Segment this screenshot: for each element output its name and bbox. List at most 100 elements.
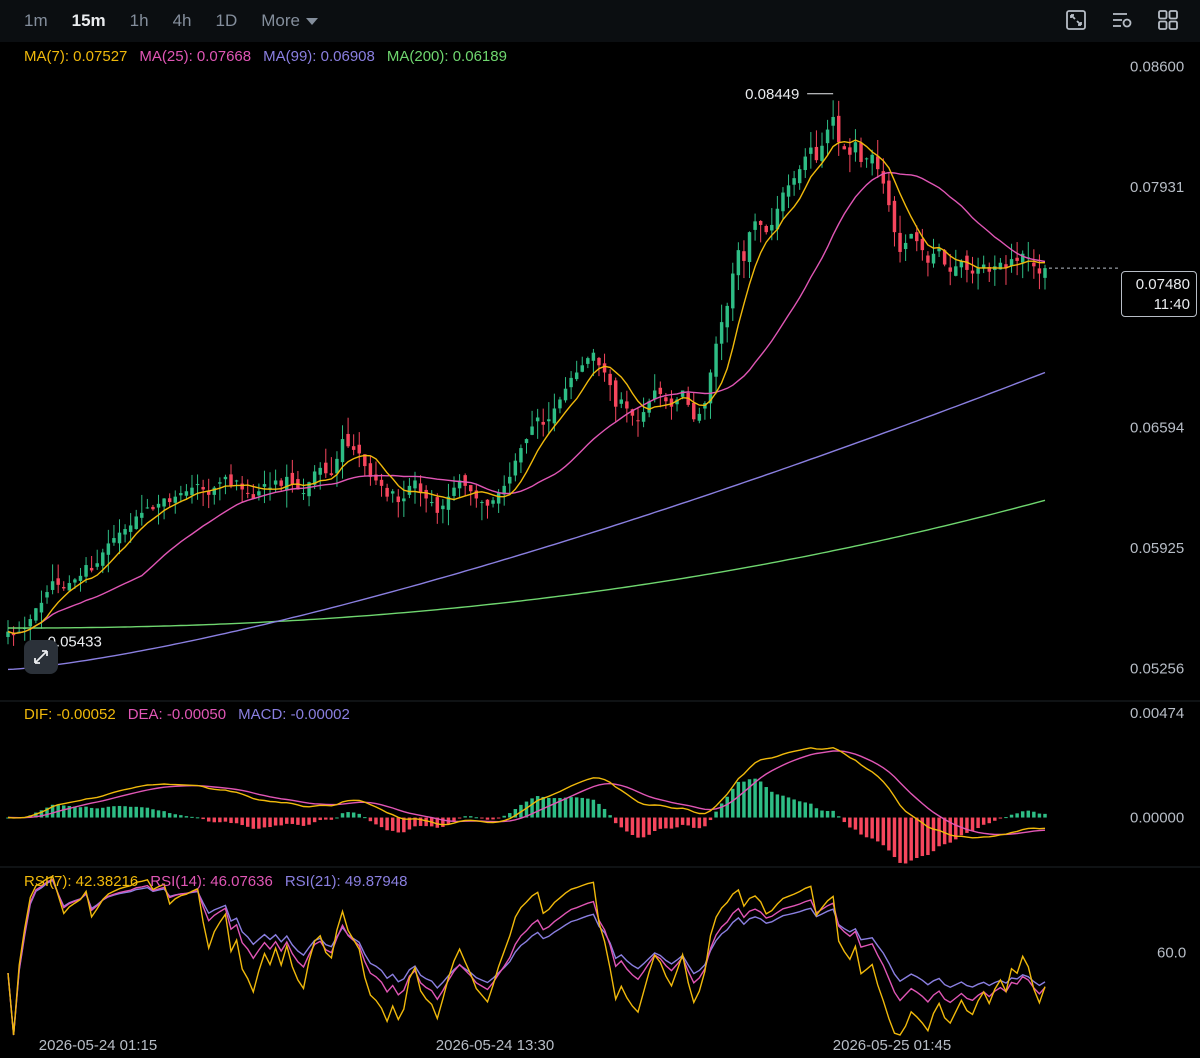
macd-histogram-bar bbox=[602, 808, 607, 818]
macd-histogram-bar bbox=[731, 788, 735, 818]
expand-chart-button[interactable] bbox=[24, 640, 58, 674]
candle-body bbox=[190, 487, 194, 496]
candle-body bbox=[396, 496, 400, 503]
macd-histogram-bar bbox=[290, 817, 295, 824]
candle-body bbox=[524, 439, 529, 444]
candle-body bbox=[552, 408, 557, 424]
candle-body bbox=[920, 238, 925, 251]
candle-body bbox=[719, 322, 724, 344]
candle-body bbox=[407, 485, 412, 495]
candle-body bbox=[56, 578, 60, 585]
candle-body bbox=[307, 482, 311, 497]
candle-body bbox=[229, 474, 233, 486]
candle-body bbox=[95, 563, 99, 567]
macd-histogram-bar bbox=[569, 797, 573, 818]
macd-histogram-bar bbox=[78, 807, 83, 818]
macd-histogram-bar bbox=[273, 817, 278, 826]
macd-histogram-bar bbox=[257, 817, 261, 829]
macd-histogram-bar bbox=[123, 806, 127, 818]
macd-histogram-bar bbox=[987, 817, 991, 824]
candle-body bbox=[836, 115, 841, 143]
candle-body bbox=[140, 512, 144, 518]
candle-body bbox=[597, 357, 601, 366]
timeframe-1h[interactable]: 1h bbox=[129, 11, 149, 30]
macd-histogram-bar bbox=[898, 817, 902, 863]
macd-histogram-bar bbox=[770, 791, 774, 818]
candle-body bbox=[608, 373, 612, 386]
macd-histogram-bar bbox=[329, 817, 334, 820]
candle-body bbox=[558, 399, 562, 409]
timeframe-1m[interactable]: 1m bbox=[24, 11, 48, 30]
candle-body bbox=[502, 485, 506, 495]
candle-body bbox=[469, 485, 473, 492]
macd-histogram-bar bbox=[764, 787, 768, 818]
candle-body bbox=[625, 401, 629, 409]
candle-body bbox=[418, 483, 423, 494]
candle-body bbox=[167, 498, 172, 503]
macd-histogram-bar bbox=[212, 817, 217, 823]
candle-body bbox=[909, 233, 913, 239]
macd-histogram-bar bbox=[363, 817, 367, 819]
macd-histogram-bar bbox=[184, 816, 189, 818]
candle-body bbox=[864, 158, 869, 160]
macd-histogram-bar bbox=[441, 817, 445, 827]
macd-histogram-bar bbox=[1032, 811, 1036, 818]
macd-histogram-bar bbox=[73, 806, 77, 818]
macd-histogram-bar bbox=[613, 817, 618, 824]
candle-body bbox=[658, 387, 663, 395]
candle-body bbox=[6, 631, 10, 638]
timeframe-1d[interactable]: 1D bbox=[215, 11, 238, 30]
time-axis-label: 2026-05-25 01:45 bbox=[833, 1037, 951, 1054]
macd-axis-label: 0.00474 bbox=[1130, 705, 1184, 722]
macd-histogram-bar bbox=[993, 817, 997, 821]
macd-histogram-bar bbox=[541, 796, 545, 818]
candle-body bbox=[792, 178, 796, 185]
candle-body bbox=[758, 220, 763, 225]
macd-histogram-bar bbox=[463, 816, 467, 818]
macd-histogram-bar bbox=[268, 817, 272, 828]
candle-body bbox=[848, 147, 852, 155]
candle-body bbox=[742, 251, 746, 261]
candle-body bbox=[613, 380, 618, 407]
candle-body bbox=[441, 505, 445, 510]
candle-body bbox=[725, 305, 729, 328]
timeframe-4h[interactable]: 4h bbox=[172, 11, 192, 30]
macd-histogram-bar bbox=[758, 781, 763, 818]
rsi-axis-label: 60.0 bbox=[1157, 945, 1186, 962]
macd-histogram-bar bbox=[742, 781, 746, 818]
candle-body bbox=[84, 565, 88, 577]
macd-histogram-bar bbox=[424, 817, 428, 827]
candle-body bbox=[123, 529, 127, 535]
macd-histogram-bar bbox=[240, 817, 244, 826]
macd-axis-label: 0.00000 bbox=[1130, 810, 1184, 827]
candle-body bbox=[1009, 259, 1014, 266]
macd-histogram-bar bbox=[335, 817, 339, 819]
candle-body bbox=[290, 472, 295, 485]
candle-body bbox=[898, 232, 902, 252]
macd-histogram-bar bbox=[396, 817, 400, 833]
macd-histogram-bar bbox=[418, 817, 423, 826]
indicator-settings-icon[interactable] bbox=[1110, 8, 1134, 32]
timeframe-15m[interactable]: 15m bbox=[71, 11, 106, 30]
macd-histogram-bar bbox=[870, 817, 874, 839]
macd-histogram-bar bbox=[753, 778, 757, 818]
macd-histogram-bar bbox=[563, 797, 568, 818]
candle-body bbox=[987, 267, 991, 272]
macd-histogram-bar bbox=[976, 817, 980, 829]
dea-legend: DEA: -0.00050 bbox=[127, 706, 227, 723]
macd-histogram-bar bbox=[508, 813, 512, 818]
candle-body bbox=[223, 476, 228, 480]
candle-body bbox=[257, 491, 261, 496]
layout-grid-icon[interactable] bbox=[1156, 8, 1180, 32]
macd-histogram-bar bbox=[206, 817, 211, 822]
more-timeframes-dropdown[interactable]: More bbox=[261, 11, 318, 31]
macd-histogram-bar bbox=[725, 796, 729, 818]
candle-body bbox=[312, 471, 317, 485]
macd-histogram-bar bbox=[630, 817, 635, 835]
candle-body bbox=[697, 413, 702, 421]
time-axis-label: 2026-05-24 13:30 bbox=[436, 1037, 554, 1054]
macd-histogram-bar bbox=[524, 801, 529, 818]
candle-body bbox=[630, 409, 635, 416]
chart-settings-icon[interactable] bbox=[1064, 8, 1088, 32]
